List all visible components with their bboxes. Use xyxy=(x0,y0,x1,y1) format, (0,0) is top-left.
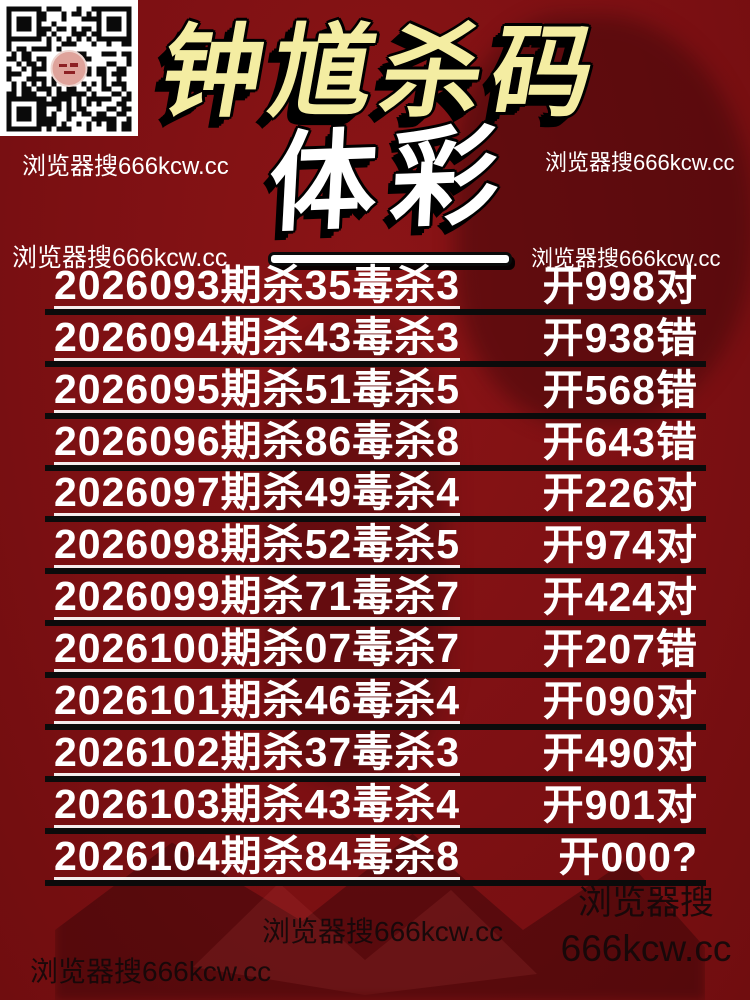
record-row: 2026094期杀43毒杀3 开938错 xyxy=(45,315,706,367)
record-result: 开090对 xyxy=(542,678,698,725)
record-label: 2026101期杀46毒杀4 xyxy=(54,677,461,725)
watermark-top-left: 浏览器搜666kcw.cc xyxy=(22,153,229,180)
record-result: 开490对 xyxy=(542,729,698,776)
record-result: 开643错 xyxy=(542,418,698,465)
record-result: 开207错 xyxy=(542,626,698,673)
watermark-bottom-right-line1: 浏览器搜 xyxy=(578,884,714,922)
record-row: 2026097期杀49毒杀4 开226对 xyxy=(45,471,706,523)
record-result: 开424对 xyxy=(542,574,698,621)
record-label: 2026103期杀43毒杀4 xyxy=(54,780,461,828)
watermark-bottom-left: 浏览器搜666kcw.cc xyxy=(30,956,272,987)
record-row: 2026095期杀51毒杀5 开568错 xyxy=(45,367,706,419)
record-result: 开938错 xyxy=(542,314,698,361)
record-label: 2026100期杀07毒杀7 xyxy=(54,625,461,673)
record-label: 2026096期杀86毒杀8 xyxy=(54,417,461,465)
watermark-bottom-right: 浏览器搜 666kcw.cc xyxy=(548,880,744,972)
record-result: 开226对 xyxy=(542,470,698,517)
record-label: 2026093期杀35毒杀3 xyxy=(54,261,461,309)
record-result: 开568错 xyxy=(542,366,698,413)
subtitle-lottery-type: 体彩 xyxy=(265,114,517,245)
record-label: 2026104期杀84毒杀8 xyxy=(54,832,461,880)
record-row: 2026098期杀52毒杀5 开974对 xyxy=(45,521,706,575)
record-row: 2026103期杀43毒杀4 开901对 xyxy=(45,782,706,834)
watermark-mid-left: 浏览器搜666kcw.cc xyxy=(12,244,228,272)
record-label: 2026098期杀52毒杀5 xyxy=(54,521,461,569)
record-row: 2026104期杀84毒杀8 开000? xyxy=(45,834,706,886)
record-label: 2026097期杀49毒杀4 xyxy=(54,469,461,517)
record-result: 开998对 xyxy=(542,262,698,309)
record-row: 2026100期杀07毒杀7 开207错 xyxy=(45,625,706,679)
record-row: 2026102期杀37毒杀3 开490对 xyxy=(45,730,706,782)
record-result: 开000? xyxy=(558,833,698,880)
record-label: 2026094期杀43毒杀3 xyxy=(54,313,461,361)
record-row: 2026099期杀71毒杀7 开424对 xyxy=(45,573,706,627)
title-underline xyxy=(268,252,512,266)
main-title: 钟馗杀码 xyxy=(152,17,613,129)
watermark-top-right: 浏览器搜666kcw.cc xyxy=(545,150,735,175)
record-label: 2026099期杀71毒杀7 xyxy=(54,573,461,621)
watermark-mid-right: 浏览器搜666kcw.cc xyxy=(531,246,721,271)
watermark-bottom-right-line2: 666kcw.cc xyxy=(560,928,732,969)
watermark-bottom-center: 浏览器搜666kcw.cc xyxy=(262,916,504,947)
record-row: 2026093期杀35毒杀3 开998对 xyxy=(45,263,706,315)
record-result: 开974对 xyxy=(542,522,698,569)
record-label: 2026095期杀51毒杀5 xyxy=(54,365,461,413)
records-table: 2026093期杀35毒杀3 开998对 2026094期杀43毒杀3 开938错 20… xyxy=(45,263,706,886)
record-row: 2026096期杀86毒杀8 开643错 xyxy=(45,419,706,471)
record-row: 2026101期杀46毒杀4 开090对 xyxy=(45,677,706,731)
record-result: 开901对 xyxy=(542,781,698,828)
qr-code-icon xyxy=(0,0,138,136)
record-label: 2026102期杀37毒杀3 xyxy=(54,728,461,776)
